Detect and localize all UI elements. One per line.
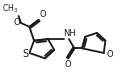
- Text: S: S: [22, 49, 29, 59]
- Text: O: O: [106, 50, 113, 59]
- Text: O: O: [64, 60, 71, 69]
- Text: CH$_3$: CH$_3$: [2, 3, 18, 15]
- Text: O: O: [39, 10, 46, 19]
- Text: O: O: [13, 18, 20, 27]
- Text: NH: NH: [64, 29, 76, 38]
